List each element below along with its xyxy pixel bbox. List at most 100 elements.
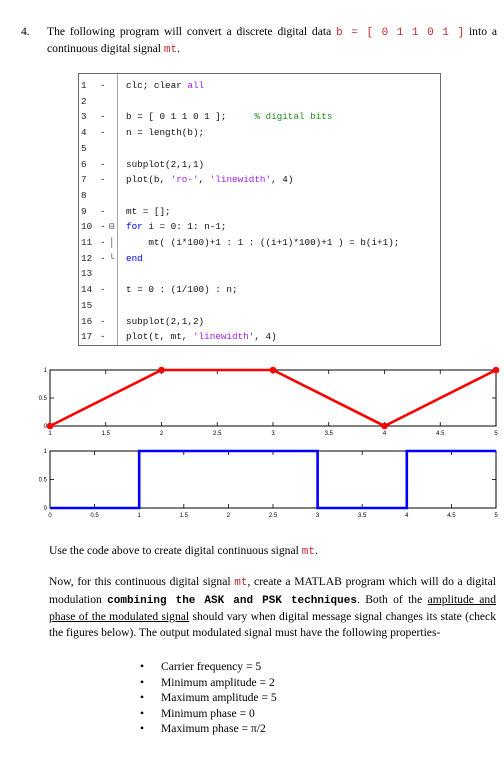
line-number: 2 bbox=[81, 95, 87, 107]
line-number: 12 bbox=[81, 252, 93, 264]
code-line: 13 bbox=[79, 267, 440, 281]
code-line: 10- ⊟ for i = 0: 1: n-1; bbox=[79, 220, 440, 234]
code-token: subplot(2,1,2) bbox=[126, 315, 205, 327]
data-expression: b = [ 0 1 1 0 1 ] bbox=[336, 27, 465, 39]
y-tick-label: 0 bbox=[44, 506, 48, 512]
x-tick-label: 1 bbox=[48, 431, 52, 437]
code-text: end bbox=[126, 252, 143, 266]
instruction-line: Use the code above to create digital con… bbox=[49, 544, 318, 558]
code-line: 14- t = 0 : (1/100) : n; bbox=[79, 283, 440, 297]
x-tick-label: 2.5 bbox=[269, 513, 278, 519]
breakpoint-dash: - bbox=[100, 252, 106, 264]
x-tick-label: 2 bbox=[227, 513, 231, 519]
x-tick-label: 3 bbox=[271, 431, 275, 437]
code-line: 7 - plot(b, 'ro-', 'linewidth', 4) bbox=[79, 173, 440, 187]
code-text: mt( (i*100)+1 : 1 : ((i+1)*100)+1 ) = b(… bbox=[126, 236, 399, 250]
code-line: 8 bbox=[79, 189, 440, 203]
code-token: mt( (i*100)+1 : 1 : ((i+1)*100)+1 ) = b(… bbox=[126, 237, 400, 248]
code-text: n = length(b); bbox=[126, 126, 204, 140]
code-text: clc; clear all bbox=[126, 79, 204, 93]
question-text: The following program will convert a dis… bbox=[47, 25, 498, 56]
x-tick-label: 5 bbox=[494, 513, 498, 519]
x-tick-label: 2 bbox=[160, 431, 164, 437]
code-token: i = 0: 1: n-1; bbox=[142, 221, 227, 233]
code-editor: 1 - clc; clear all 2 3 - b = [ 0 1 1 0 1 ]; % … bbox=[78, 73, 441, 346]
line-number: 13 bbox=[81, 268, 93, 280]
code-token: 'linewidth' bbox=[192, 331, 255, 343]
y-tick-label: 0.5 bbox=[39, 396, 48, 402]
breakpoint-dash: - bbox=[100, 284, 106, 296]
y-tick-label: 0 bbox=[44, 424, 48, 430]
underlined-phrase: amplitude and phase of the modulated sig… bbox=[49, 592, 496, 624]
code-line: 3 - b = [ 0 1 1 0 1 ]; % digital bits bbox=[79, 110, 440, 124]
code-line: 16- subplot(2,1,2) bbox=[79, 315, 440, 329]
property-item: Minimum amplitude = 2 bbox=[140, 675, 277, 691]
code-token: mt = []; bbox=[126, 205, 171, 217]
fold-marker-icon: │ bbox=[109, 237, 115, 248]
code-token: for bbox=[126, 221, 143, 233]
line-number-gutter bbox=[79, 74, 118, 345]
question-number: 4. bbox=[21, 25, 30, 38]
breakpoint-dash: - bbox=[100, 174, 106, 186]
data-point bbox=[269, 366, 277, 374]
line-number: 17 bbox=[81, 331, 93, 343]
x-tick-label: 3.5 bbox=[358, 513, 367, 519]
code-line: 2 bbox=[79, 95, 440, 109]
plot-frame bbox=[49, 450, 497, 509]
breakpoint-dash: - bbox=[100, 111, 106, 123]
bold-technique: combining the ASK and PSK techniques bbox=[107, 594, 357, 607]
x-tick-label: 4.5 bbox=[436, 431, 445, 437]
code-token: subplot(2,1,1) bbox=[126, 158, 205, 170]
code-token: plot(b, bbox=[126, 174, 171, 186]
code-token: b = [ 0 1 1 0 1 ]; bbox=[126, 111, 255, 123]
code-token: 'ro-' bbox=[170, 174, 199, 186]
fold-marker-icon: ⊟ bbox=[109, 221, 115, 233]
x-tick-label: 4 bbox=[405, 513, 409, 519]
property-item: Maximum amplitude = 5 bbox=[140, 690, 277, 706]
x-tick-label: 5 bbox=[494, 431, 498, 437]
code-text: subplot(2,1,1) bbox=[126, 158, 204, 172]
code-token: , bbox=[198, 174, 210, 186]
line-number: 16 bbox=[81, 315, 93, 327]
y-tick-label: 1 bbox=[44, 449, 48, 455]
plot-frame bbox=[49, 369, 497, 427]
x-tick-label: 4 bbox=[383, 431, 387, 437]
code-text: b = [ 0 1 1 0 1 ]; % digital bits bbox=[126, 110, 332, 124]
paragraph-signal-name: mt bbox=[234, 577, 248, 589]
chart-top: 1 1.5 2 2.5 3 3.5 4 4.5 5 0 0.5 1 bbox=[39, 366, 500, 437]
breakpoint-dash: - bbox=[100, 205, 106, 217]
code-token: end bbox=[126, 252, 143, 264]
x-tick-label: 4.5 bbox=[447, 513, 456, 519]
data-point bbox=[158, 366, 165, 374]
x-tick-label: 1.5 bbox=[102, 431, 111, 437]
breakpoint-dash: - bbox=[100, 127, 106, 139]
property-item: Carrier frequency = 5 bbox=[140, 659, 277, 675]
code-token: all bbox=[187, 80, 205, 91]
line-number: 7 bbox=[81, 174, 87, 186]
y-tick-label: 0.5 bbox=[39, 478, 48, 484]
breakpoint-dash: - bbox=[100, 331, 106, 343]
line-number: 11 bbox=[81, 237, 93, 248]
code-token: , 4) bbox=[271, 174, 294, 186]
code-line: 5 bbox=[79, 142, 440, 156]
code-text: t = 0 : (1/100) : n; bbox=[126, 283, 238, 297]
data-point bbox=[46, 422, 54, 430]
breakpoint-dash: - bbox=[100, 221, 106, 233]
breakpoint-dash: - bbox=[100, 80, 106, 91]
code-line: 11- │ mt( (i*100)+1 : 1 : ((i+1)*100)+1 )… bbox=[79, 236, 440, 250]
code-token: % digital bits bbox=[254, 111, 333, 123]
code-token: n = length(b); bbox=[126, 127, 205, 139]
line-number: 15 bbox=[81, 299, 93, 311]
code-line: 1 - clc; clear all bbox=[79, 79, 440, 93]
code-text: plot(b, 'ro-', 'linewidth', 4) bbox=[126, 173, 293, 187]
x-tick-label: 1.5 bbox=[180, 513, 189, 519]
property-item: Maximum phase = π/2 bbox=[140, 721, 277, 737]
x-tick-label: 1 bbox=[138, 513, 142, 519]
line-number: 6 bbox=[81, 158, 87, 170]
breakpoint-dash: - bbox=[100, 237, 106, 248]
code-token: t = 0 : (1/100) : n; bbox=[126, 284, 238, 296]
code-line: 9 - mt = []; bbox=[79, 205, 440, 219]
line-number: 4 bbox=[81, 127, 87, 139]
code-token: 'linewidth' bbox=[209, 174, 272, 186]
